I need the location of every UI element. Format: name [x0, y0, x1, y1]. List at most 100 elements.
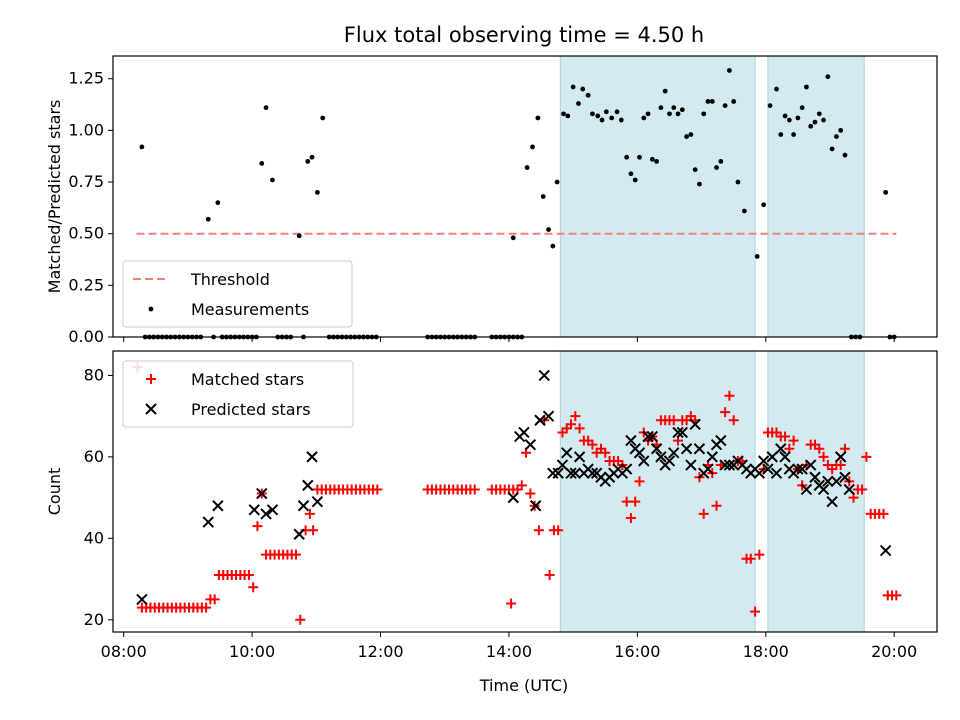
dot-point-1-113 — [705, 99, 711, 104]
x-point-2-6 — [260, 508, 272, 520]
dot-point-1-123 — [761, 202, 767, 208]
x-point-2-89 — [839, 471, 851, 483]
plus-point-1-123 — [711, 500, 722, 511]
legend-box — [122, 360, 354, 428]
x-point-2-75 — [779, 451, 791, 463]
x-point-2-49 — [668, 447, 680, 459]
dot-point-1-117 — [722, 103, 728, 108]
dot-point-1-137 — [825, 74, 831, 80]
dot-point-1-129 — [791, 132, 797, 137]
dot-point-1-128 — [786, 117, 792, 123]
x-point-2-43 — [642, 430, 654, 443]
dot-point-1-116 — [718, 158, 724, 164]
plus-point-1-125 — [720, 407, 731, 418]
top-panel: 0.00 0.25 0.50 0.75 1.00 1.25Matched/Predicte… — [45, 55, 938, 346]
dot-point-1-88 — [595, 113, 601, 119]
x-point-2-86 — [826, 495, 838, 508]
shaded-interval-2 — [767, 55, 865, 338]
x-point-2-19 — [538, 369, 550, 382]
plus-point-1-41 — [304, 508, 315, 519]
x-point-2-8 — [293, 528, 305, 540]
y-tick-label-1: 0.00 — [68, 327, 104, 346]
dot-point-1-140 — [838, 127, 844, 133]
x-point-2-69 — [753, 467, 766, 479]
x-axis-label: Time (UTC) — [479, 676, 568, 695]
legend-label-1: Matched stars — [191, 370, 304, 389]
x-point-2-12 — [311, 495, 324, 508]
x-point-2-23 — [556, 459, 569, 471]
dot-point-1-108 — [684, 134, 689, 139]
dot-point-1-107 — [679, 107, 685, 113]
dot-point-1-86 — [585, 92, 591, 98]
x-point-2-80 — [800, 483, 813, 496]
dot-point-1-136 — [821, 117, 826, 123]
dot-point-1-30 — [270, 177, 275, 183]
dot-point-1-106 — [675, 111, 681, 117]
plus-point-1-77 — [506, 598, 517, 609]
x-point-2-11 — [306, 451, 318, 463]
x-tick-label-3: 12:00 — [357, 642, 403, 661]
plus-point-1-165 — [891, 590, 902, 601]
dot-point-1-87 — [590, 111, 595, 117]
x-point-2-78 — [792, 463, 804, 475]
dot-point-1-103 — [662, 88, 668, 94]
x-point-2-15 — [518, 426, 530, 439]
dot-point-1-100 — [649, 156, 655, 162]
dot-point-1-132 — [804, 84, 809, 90]
x-tick-label-1: 08:00 — [101, 642, 147, 661]
dot-point-1-77 — [540, 194, 546, 199]
x-point-2-61 — [719, 459, 731, 471]
dot-point-1-102 — [658, 105, 664, 111]
dot-point-1-125 — [774, 86, 779, 92]
x-point-2-39 — [625, 434, 637, 447]
x-point-2-74 — [775, 443, 787, 455]
plus-point-1-132 — [750, 606, 761, 617]
dot-point-1-38 — [309, 154, 315, 160]
x-point-2-88 — [834, 451, 847, 463]
dot-point-1-118 — [726, 68, 732, 73]
x-point-2-70 — [757, 455, 770, 467]
plus-point-1-69 — [469, 484, 480, 495]
dot-point-1-74 — [524, 165, 530, 170]
dot-point-1-133 — [808, 123, 814, 129]
x-tick-label-2: 10:00 — [229, 642, 275, 661]
axes-frame — [112, 350, 938, 633]
legend-label-2: Predicted stars — [191, 400, 311, 419]
x-point-2-62 — [723, 459, 736, 471]
y-tick-label-6: 1.25 — [68, 69, 104, 88]
x-point-2-57 — [702, 463, 714, 475]
plus-point-1-19 — [209, 594, 220, 605]
dot-point-1-120 — [735, 179, 741, 185]
x-point-2-90 — [843, 483, 855, 496]
x-point-2-46 — [655, 451, 667, 463]
x-point-2-54 — [689, 418, 701, 431]
dot-point-1-131 — [799, 105, 805, 111]
plus-point-1-57 — [372, 484, 383, 495]
dot-point-1-82 — [565, 113, 571, 119]
dot-point-1-104 — [667, 111, 672, 117]
dot-point-1-80 — [554, 179, 560, 185]
dot-point-1-84 — [576, 101, 581, 106]
dot-point-1-110 — [692, 167, 698, 173]
x-point-2-44 — [646, 430, 659, 443]
x-point-2-58 — [706, 451, 718, 463]
plus-point-1-104 — [630, 496, 641, 507]
y-tick-label-1: 20 — [84, 610, 104, 629]
dot-point-1-1 — [139, 144, 145, 150]
plus-point-1-105 — [634, 476, 645, 487]
y-tick-label-3: 60 — [84, 447, 104, 466]
dot-point-1-37 — [305, 158, 311, 164]
x-tick-label-5: 16:00 — [614, 642, 660, 661]
x-point-2-51 — [676, 426, 689, 439]
plus-point-1-157 — [857, 484, 868, 495]
x-point-2-91 — [879, 544, 892, 557]
y-axis-label: Matched/Predicted stars — [45, 100, 64, 294]
legend-swatch-predicted — [145, 403, 157, 415]
dot-point-1-94 — [624, 154, 630, 160]
dot-point-1-111 — [697, 181, 702, 187]
x-point-2-30 — [586, 467, 599, 479]
dot-point-1-78 — [546, 227, 551, 232]
x-point-2-38 — [620, 463, 633, 475]
x-point-2-82 — [809, 471, 821, 483]
